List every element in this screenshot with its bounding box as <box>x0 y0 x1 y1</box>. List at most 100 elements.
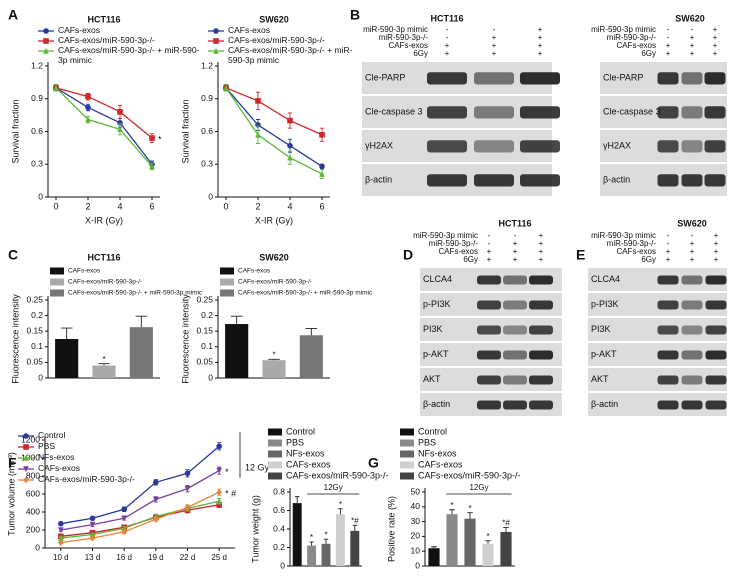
bar <box>307 545 317 566</box>
significance-label: *# <box>502 519 510 528</box>
band-label: AKT <box>591 374 609 384</box>
legend-label-box: Control <box>38 431 65 440</box>
y-tick-label: 0.25 <box>26 294 43 304</box>
treatment-sign: - <box>667 33 670 42</box>
band <box>657 72 679 85</box>
significance-label: * <box>468 504 471 513</box>
y-tick-label: 1.2 <box>31 60 43 70</box>
band-label: Cle-caspase 3 <box>365 106 423 116</box>
legend-label: CAFs-exos <box>286 459 331 469</box>
band <box>657 325 679 335</box>
band-label: β-actin <box>365 174 392 184</box>
x-tick-label: 22 d <box>180 553 196 562</box>
marker <box>216 443 222 450</box>
marker <box>23 466 29 473</box>
band <box>681 350 703 360</box>
legend-label: CAFs-exos/miR-590-3p-/- + miR-590-3p mim… <box>228 46 353 65</box>
error-bar <box>449 509 455 515</box>
marker <box>117 109 123 115</box>
marker <box>184 504 191 511</box>
legend-label-box: NFs-exos <box>38 453 74 462</box>
legend-label: Control <box>286 426 315 436</box>
treatment-label: miR-590-3p mimic <box>363 25 428 34</box>
x-tick-label: 0 <box>53 201 58 211</box>
treatment-sign: + <box>539 247 544 256</box>
treatment-label: CAFs-exos <box>616 41 656 50</box>
band <box>657 350 679 360</box>
significance-label: * <box>450 501 453 510</box>
legend-label: CAFs-exos/miR-590-3p-/- + miR-590-3p mim… <box>58 46 200 65</box>
treatment-label: miR-590-3p mimic <box>591 25 656 34</box>
band <box>657 400 679 410</box>
band <box>704 174 726 187</box>
marker <box>58 520 64 527</box>
treatment-label: CAFs-exos <box>616 247 656 256</box>
legend-label-box: CAFs-exos/miR-590-3p-/- + miR-590-3p mim… <box>58 46 200 65</box>
marker <box>287 142 293 149</box>
x-tick-label: 10 d <box>53 553 69 562</box>
legend-label: CAFs-exos/miR-590-3p-/- <box>418 470 521 480</box>
y-tick-label: 0.15 <box>26 325 43 335</box>
blot-title: HCT116 <box>430 13 463 23</box>
treatment-sign: + <box>487 255 492 264</box>
y-tick-label: 0.3 <box>201 159 213 169</box>
panel-label: C <box>8 247 18 263</box>
marker <box>121 524 127 531</box>
treatment-label: miR-590-3p-/- <box>607 33 657 42</box>
bracket-label: 12Gy <box>324 483 343 492</box>
marker <box>184 470 191 477</box>
y-tick-label: 0 <box>208 372 213 382</box>
bracket-label: 12Gy <box>469 483 488 492</box>
blot-title: SW620 <box>675 13 705 23</box>
legend-label: NFs-exos <box>286 448 325 458</box>
legend-swatch <box>400 472 414 480</box>
y-tick-label: 0 <box>415 560 420 570</box>
band-label: γH2AX <box>603 140 631 150</box>
marker <box>89 534 96 542</box>
significance-label: * <box>324 530 327 539</box>
x-tick-label: 16 d <box>116 553 132 562</box>
error-bar <box>485 540 491 544</box>
x-tick-label: 6 <box>149 201 154 211</box>
series-line <box>60 470 220 531</box>
band-label: γH2AX <box>365 140 393 150</box>
band <box>427 106 467 119</box>
marker <box>255 131 261 138</box>
band <box>704 140 726 153</box>
treatment-sign: + <box>538 33 543 42</box>
treatment-sign: + <box>713 25 718 34</box>
band <box>657 106 679 119</box>
y-tick-label: 0.05 <box>196 357 213 367</box>
legend-label-box: CAFs-exos/miR-590-3p-/- <box>228 36 325 45</box>
band <box>657 174 679 187</box>
band <box>529 300 553 310</box>
chart-title: SW620 <box>259 14 289 24</box>
treatment-sign: + <box>714 239 719 248</box>
band <box>503 350 527 360</box>
band-label: AKT <box>423 374 441 384</box>
band <box>427 174 467 187</box>
treatment-label: miR-590-3p mimic <box>591 231 656 240</box>
marker <box>287 117 293 124</box>
x-tick-label: 2 <box>255 201 260 211</box>
band-label: β-actin <box>423 399 450 409</box>
marker <box>23 444 29 450</box>
marker <box>43 28 49 34</box>
x-tick-label: 0 <box>223 201 228 211</box>
marker <box>85 116 91 123</box>
treatment-sign: - <box>691 25 694 34</box>
band <box>705 350 727 360</box>
treatment-label: CAFs-exos <box>438 247 478 256</box>
treatment-sign: + <box>538 41 543 50</box>
treatment-sign: - <box>667 25 670 34</box>
treatment-sign: + <box>714 247 719 256</box>
series-line <box>60 445 220 525</box>
error-bar <box>352 524 358 531</box>
legend-label: CAFs-exos <box>238 268 271 275</box>
band-label: p-AKT <box>591 349 617 359</box>
marker <box>153 479 159 486</box>
band-label: PI3K <box>591 324 611 334</box>
treatment-sign: + <box>690 247 695 256</box>
marker <box>121 506 127 513</box>
band <box>520 174 560 187</box>
